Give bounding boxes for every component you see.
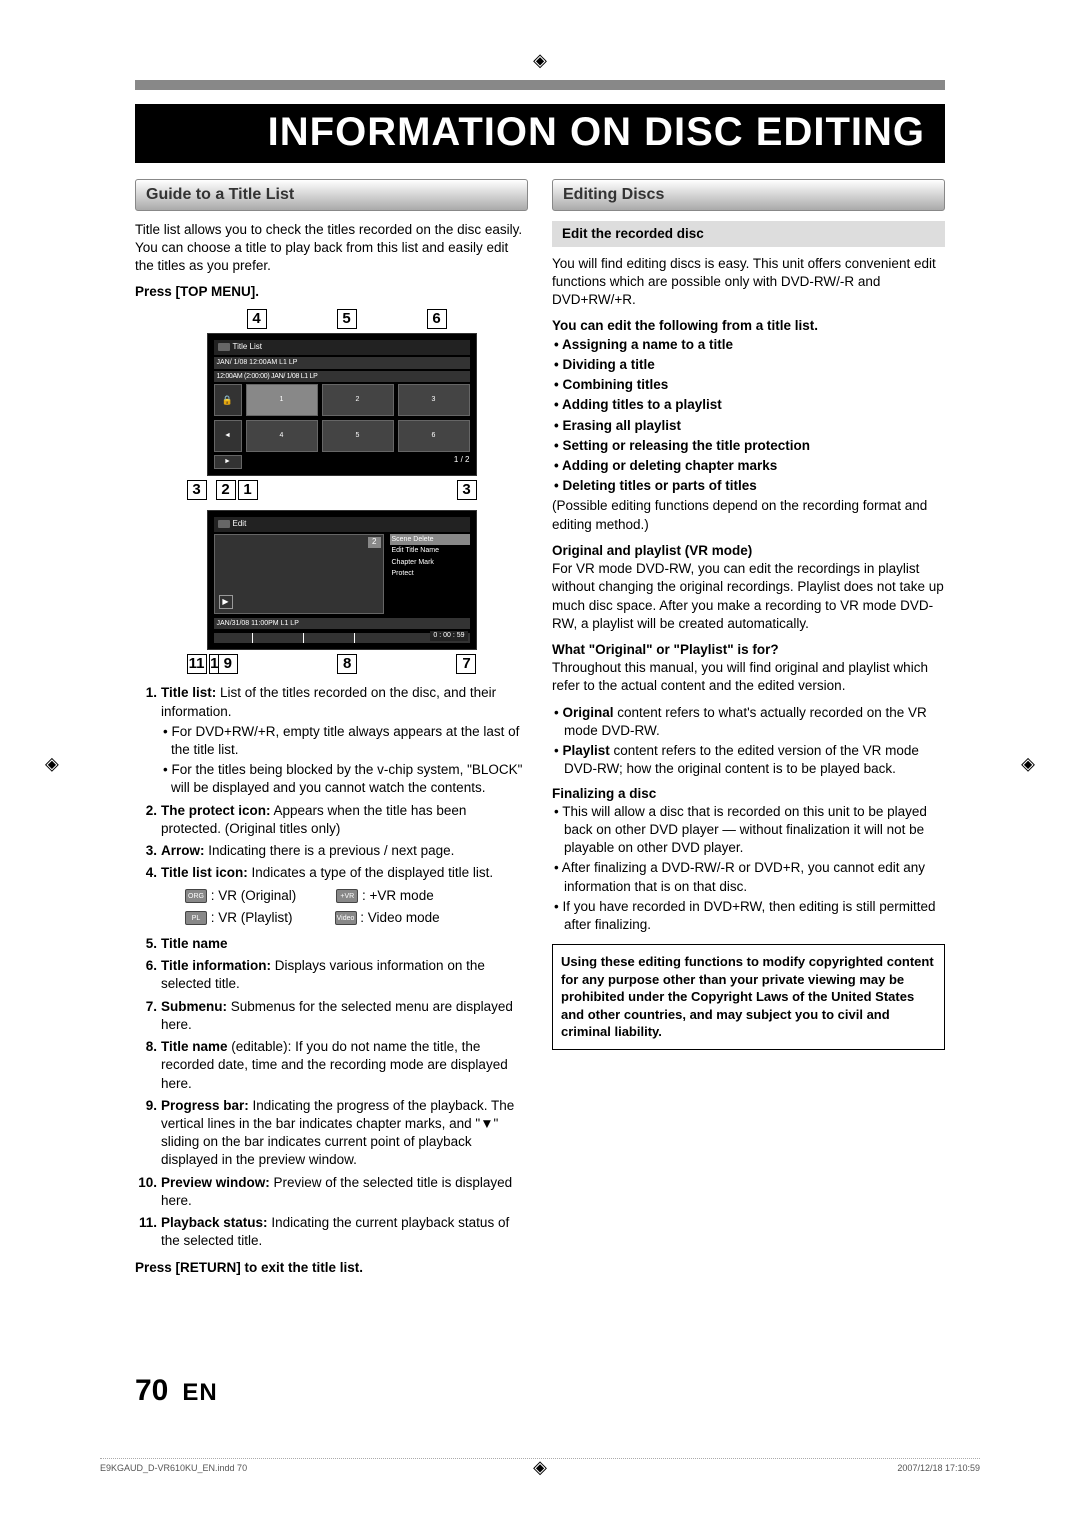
progress-time: 0 : 00 : 59 (430, 631, 467, 640)
main-title-banner: INFORMATION ON DISC EDITING (135, 104, 945, 163)
vr-icon: +VR (336, 889, 358, 903)
callout-11: 11 (187, 654, 207, 674)
edit-diagram: Edit 2 ▶ Scene Delete Edit Title Name Ch… (187, 510, 477, 674)
edit-info-line: JAN/31/08 11:00PM L1 LP (214, 618, 470, 629)
arrow-left-icon: ◄ (214, 420, 242, 452)
orig-playlist-bullets: Original content refers to what's actual… (552, 704, 945, 779)
left-column: Guide to a Title List Title list allows … (135, 179, 528, 1285)
pl-icon: PL (185, 911, 207, 925)
video-icon: Video (335, 911, 357, 925)
press-top-menu: Press [TOP MENU]. (135, 283, 528, 301)
thumb-5: 5 (322, 420, 394, 452)
page-footer: 70 EN (135, 1374, 218, 1408)
list-header: You can edit the following from a title … (552, 317, 945, 335)
callout-9: 9 (218, 654, 238, 674)
print-footer: E9KGAUD_D-VR610KU_EN.indd 70 2007/12/18 … (100, 1458, 980, 1473)
title-list-screen: Title List JAN/ 1/08 12:00AM L1 LP 12:00… (207, 333, 477, 476)
para-what-is: Throughout this manual, you will find or… (552, 659, 945, 695)
title-info-line1: JAN/ 1/08 12:00AM L1 LP (214, 357, 470, 368)
thumb-2: 2 (322, 384, 394, 416)
heading-orig-playlist: Original and playlist (VR mode) (552, 542, 945, 560)
icon-legend: ORG : VR (Original) +VR : +VR mode (185, 887, 528, 905)
top-grey-bar (135, 80, 945, 90)
callout-7: 7 (456, 654, 476, 674)
callout-8: 8 (337, 654, 357, 674)
callout-4: 4 (247, 309, 267, 329)
callout-6: 6 (427, 309, 447, 329)
note-depends: (Possible editing functions depend on th… (552, 497, 945, 533)
icon-legend-2: PL : VR (Playlist) Video : Video mode (185, 909, 528, 927)
play-icon: ▶ (219, 595, 233, 609)
page-language: EN (182, 1379, 217, 1407)
edit-badge: 2 (368, 537, 380, 548)
numbered-list: 1.Title list: List of the titles recorde… (135, 684, 528, 1250)
callout-1: 1 (238, 480, 258, 500)
thumb-1: 1 (246, 384, 318, 416)
print-timestamp: 2007/12/18 17:10:59 (897, 1463, 980, 1473)
registration-mark-top: ◈ (533, 50, 547, 71)
edit-functions-list: Assigning a name to a title Dividing a t… (552, 336, 945, 496)
main-title: INFORMATION ON DISC EDITING (155, 110, 925, 155)
pager: 1 / 2 (454, 455, 470, 469)
arrow-right-icon: ► (214, 455, 242, 469)
editing-intro: You will find editing discs is easy. Thi… (552, 255, 945, 310)
para-orig-playlist: For VR mode DVD-RW, you can edit the rec… (552, 560, 945, 633)
page-content: INFORMATION ON DISC EDITING Guide to a T… (135, 80, 945, 1285)
section-header-editing: Editing Discs (552, 179, 945, 211)
edit-submenu: Scene Delete Edit Title Name Chapter Mar… (390, 534, 470, 614)
heading-finalizing: Finalizing a disc (552, 785, 945, 803)
title-list-diagram: 4 5 6 Title List JAN/ 1/08 12:00AM L1 LP… (187, 309, 477, 500)
guide-intro: Title list allows you to check the title… (135, 221, 528, 276)
thumb-3: 3 (398, 384, 470, 416)
registration-mark-left: ◈ (45, 754, 59, 775)
sub-bullet: • For DVD+RW/+R, empty title always appe… (161, 723, 528, 759)
edit-screen-title: Edit (214, 517, 470, 532)
callout-3a: 3 (187, 480, 207, 500)
progress-bar: 0 : 00 : 59 (214, 633, 470, 643)
section-header-guide: Guide to a Title List (135, 179, 528, 211)
org-icon: ORG (185, 889, 207, 903)
right-column: Editing Discs Edit the recorded disc You… (552, 179, 945, 1285)
press-return: Press [RETURN] to exit the title list. (135, 1259, 528, 1277)
screen-title: Title List (214, 340, 470, 355)
thumb-6: 6 (398, 420, 470, 452)
sub-header-edit-disc: Edit the recorded disc (552, 221, 945, 247)
sub-bullet: • For the titles being blocked by the v-… (161, 761, 528, 797)
callout-2: 2 (216, 480, 236, 500)
page-number: 70 (135, 1374, 168, 1408)
copyright-warning: Using these editing functions to modify … (552, 944, 945, 1050)
title-info-line2: 12:00AM (2:00:00) JAN/ 1/08 L1 LP (214, 371, 470, 382)
print-file: E9KGAUD_D-VR610KU_EN.indd 70 (100, 1463, 247, 1473)
heading-what-is: What "Original" or "Playlist" is for? (552, 641, 945, 659)
finalizing-bullets: This will allow a disc that is recorded … (552, 803, 945, 935)
edit-screen: Edit 2 ▶ Scene Delete Edit Title Name Ch… (207, 510, 477, 650)
callout-5: 5 (337, 309, 357, 329)
preview-window: 2 ▶ (214, 534, 384, 614)
callout-3b: 3 (457, 480, 477, 500)
registration-mark-right: ◈ (1021, 754, 1035, 775)
thumb-4: 4 (246, 420, 318, 452)
protect-icon: 🔒 (214, 384, 242, 416)
